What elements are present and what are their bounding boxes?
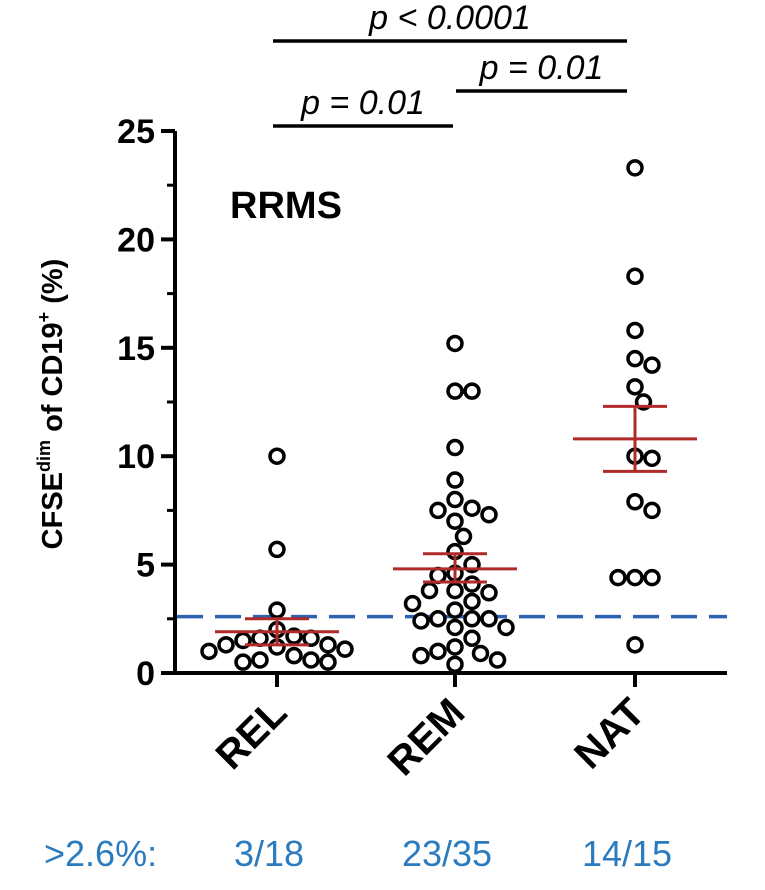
data-point-REM-22 bbox=[463, 610, 481, 628]
data-point-NAT-4 bbox=[643, 356, 661, 374]
data-point-REM-29 bbox=[446, 638, 464, 656]
data-point-NAT-11 bbox=[626, 568, 644, 587]
data-point-REM-14 bbox=[429, 566, 447, 585]
significance-bars: p = 0.01 p = 0.01 p < 0.0001 bbox=[273, 0, 627, 128]
data-point-REM-10 bbox=[454, 527, 473, 546]
data-point-NAT-12 bbox=[643, 568, 661, 587]
data-point-NAT-9 bbox=[626, 492, 644, 511]
x-category-label-REL: REL bbox=[208, 690, 296, 778]
data-point-REL-16 bbox=[234, 653, 252, 671]
data-point-REM-25 bbox=[412, 612, 430, 630]
mean-sem-bars bbox=[215, 404, 697, 647]
data-point-REL-6 bbox=[302, 629, 320, 648]
footer-count-NAT: 14/15 bbox=[582, 833, 672, 874]
data-point-NAT-13 bbox=[609, 568, 627, 587]
data-point-REM-28 bbox=[463, 629, 481, 648]
footer-count-REM: 23/35 bbox=[402, 833, 492, 874]
data-point-REM-31 bbox=[471, 644, 490, 663]
data-point-REM-3 bbox=[446, 438, 464, 457]
data-point-REM-19 bbox=[463, 592, 481, 611]
y-label-sup2: + bbox=[34, 312, 54, 323]
x-category-label-REM: REM bbox=[379, 690, 473, 784]
data-point-REM-24 bbox=[480, 610, 498, 628]
y-tick-label-20: 20 bbox=[117, 221, 155, 259]
data-point-REM-0 bbox=[446, 334, 464, 353]
data-point-NAT-5 bbox=[626, 378, 644, 396]
data-point-REM-32 bbox=[412, 646, 430, 665]
data-point-REL-5 bbox=[251, 629, 269, 648]
x-category-labels: REL REM NAT bbox=[208, 673, 653, 784]
data-point-NAT-0 bbox=[626, 159, 644, 177]
data-point-REL-12 bbox=[200, 642, 218, 661]
y-tick-label-10: 10 bbox=[117, 438, 155, 476]
data-point-REM-27 bbox=[497, 618, 515, 637]
data-point-NAT-10 bbox=[643, 501, 661, 520]
data-point-REM-6 bbox=[463, 499, 481, 517]
y-tick-label-5: 5 bbox=[136, 547, 155, 585]
data-point-NAT-8 bbox=[643, 449, 661, 468]
data-point-REL-8 bbox=[319, 636, 337, 654]
y-tick-label-0: 0 bbox=[136, 655, 155, 693]
data-point-REM-7 bbox=[429, 501, 447, 520]
data-point-REM-2 bbox=[463, 382, 481, 400]
data-point-REL-2 bbox=[268, 601, 286, 619]
data-point-NAT-1 bbox=[626, 267, 644, 286]
data-point-REL-1 bbox=[268, 540, 286, 559]
data-point-REM-1 bbox=[446, 382, 464, 400]
data-point-REL-14 bbox=[251, 651, 269, 669]
data-point-REM-23 bbox=[429, 610, 447, 628]
x-category-label-NAT: NAT bbox=[566, 690, 653, 777]
data-point-REM-30 bbox=[429, 642, 447, 661]
y-tick-label-25: 25 bbox=[117, 113, 155, 151]
y-label-main: CFSE bbox=[37, 472, 69, 549]
data-point-NAT-3 bbox=[626, 349, 644, 368]
data-point-REM-9 bbox=[446, 512, 464, 530]
y-ticks: 0 5 10 15 20 25 bbox=[117, 113, 175, 693]
data-point-REM-5 bbox=[446, 490, 464, 509]
data-point-REM-17 bbox=[420, 581, 439, 600]
y-label-mid: of CD19 bbox=[37, 322, 69, 440]
data-point-REM-18 bbox=[480, 584, 498, 602]
data-point-REM-34 bbox=[446, 655, 464, 674]
data-point-REM-4 bbox=[446, 471, 464, 489]
data-point-REM-20 bbox=[403, 594, 422, 613]
data-point-REL-9 bbox=[217, 636, 235, 654]
data-point-REL-0 bbox=[268, 447, 286, 465]
footer-label: >2.6%: bbox=[44, 833, 157, 874]
data-point-REL-17 bbox=[319, 653, 337, 671]
data-point-REL-13 bbox=[285, 646, 303, 665]
data-point-REL-11 bbox=[336, 640, 354, 658]
data-point-NAT-2 bbox=[626, 321, 644, 340]
footer-counts: >2.6%: 3/18 23/35 14/15 bbox=[44, 833, 672, 874]
data-point-REM-15 bbox=[463, 575, 481, 593]
data-point-REM-21 bbox=[446, 601, 464, 619]
footer-count-REL: 3/18 bbox=[234, 833, 304, 874]
data-point-REM-33 bbox=[488, 651, 507, 669]
significance-label-REM-NAT: p = 0.01 bbox=[479, 49, 604, 87]
panel-label: RRMS bbox=[230, 185, 342, 227]
data-point-REM-26 bbox=[446, 618, 464, 637]
data-point-REL-15 bbox=[302, 651, 320, 669]
data-point-REM-16 bbox=[446, 581, 464, 600]
data-points bbox=[200, 159, 661, 674]
y-label-end: (%) bbox=[37, 259, 69, 312]
y-tick-label-15: 15 bbox=[117, 330, 155, 368]
data-point-REM-8 bbox=[480, 505, 498, 524]
significance-label-REL-NAT: p < 0.0001 bbox=[368, 0, 531, 37]
y-axis-label: CFSEdim of CD19+ (%) bbox=[34, 259, 69, 550]
significance-label-REL-REM: p = 0.01 bbox=[300, 84, 425, 122]
y-label-sup1: dim bbox=[34, 440, 54, 472]
data-point-NAT-14 bbox=[626, 636, 644, 654]
